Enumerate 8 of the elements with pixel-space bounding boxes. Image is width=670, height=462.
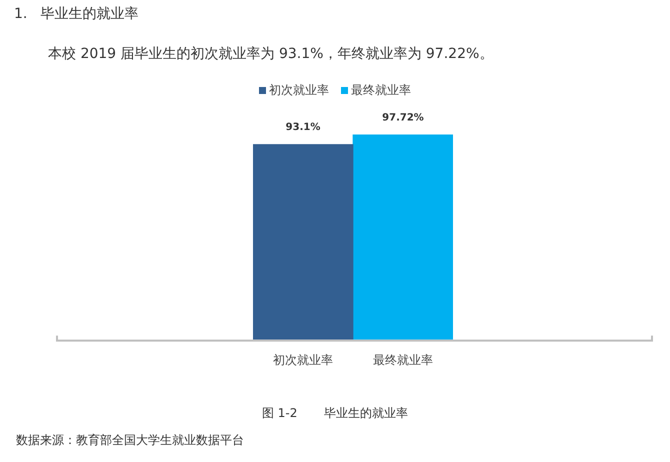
source-note: 数据来源：教育部全国大学生就业数据平台 xyxy=(16,432,244,449)
text: 1. 毕业生的就业率 xyxy=(14,5,139,23)
chart-subtitle: 本校 2019 届毕业生的初次就业率为 93.1%，年终就业率为 97.22%。 xyxy=(48,45,494,63)
caption: 图 1-2 毕业生的就业率 xyxy=(260,405,410,422)
legend-label: 最终就业率 xyxy=(351,83,411,97)
data-label: 93.1% xyxy=(286,122,320,134)
data-label: 97.72% xyxy=(382,112,424,124)
legend-label: 初次就业率 xyxy=(269,83,329,97)
